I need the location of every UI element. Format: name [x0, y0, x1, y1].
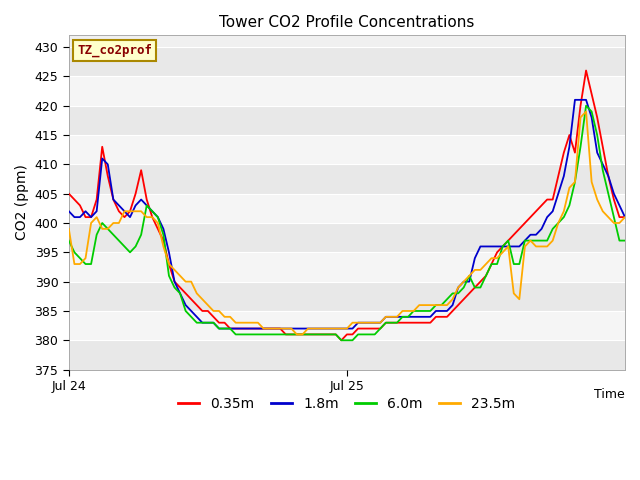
Bar — [69, 252, 625, 282]
Bar — [69, 135, 625, 164]
Bar — [69, 223, 625, 252]
Title: Tower CO2 Profile Concentrations: Tower CO2 Profile Concentrations — [220, 15, 475, 30]
Bar — [69, 340, 625, 370]
Bar — [69, 282, 625, 311]
Bar — [69, 76, 625, 106]
Bar — [69, 106, 625, 135]
Text: Time: Time — [595, 388, 625, 401]
Bar — [69, 47, 625, 76]
Text: TZ_co2prof: TZ_co2prof — [77, 44, 152, 57]
Bar — [69, 311, 625, 340]
Legend: 0.35m, 1.8m, 6.0m, 23.5m: 0.35m, 1.8m, 6.0m, 23.5m — [173, 391, 521, 416]
Bar — [69, 193, 625, 223]
Y-axis label: CO2 (ppm): CO2 (ppm) — [15, 165, 29, 240]
Bar — [69, 164, 625, 193]
